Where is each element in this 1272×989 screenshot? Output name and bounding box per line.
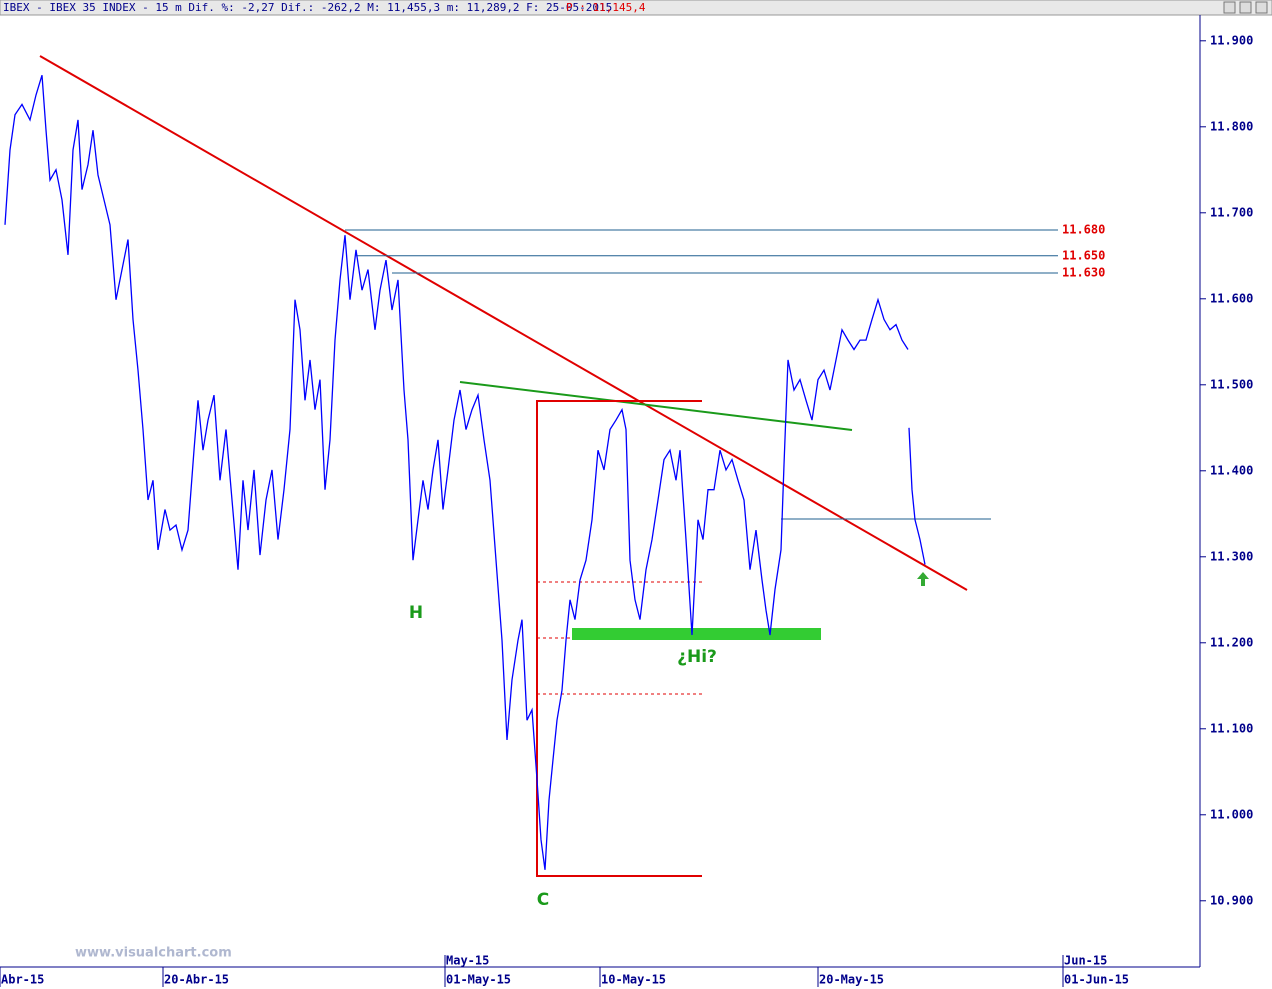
y-tick-label: 11.100 — [1210, 721, 1253, 735]
x-tick-label: 20-Abr-15 — [164, 973, 229, 987]
y-tick-label: 10.900 — [1210, 893, 1253, 907]
month-label: May-15 — [446, 954, 489, 968]
maximize-button[interactable] — [1239, 1, 1252, 14]
month-label: Jun-15 — [1064, 954, 1107, 968]
minimize-button[interactable] — [1223, 1, 1236, 14]
level-label: 11.680 — [1062, 222, 1105, 236]
title-price: P : 11,145,4 — [566, 1, 646, 14]
y-tick-label: 11.300 — [1210, 549, 1253, 563]
title-bar — [0, 0, 1272, 16]
y-tick-label: 11.500 — [1210, 377, 1253, 391]
y-tick-label: 11.600 — [1210, 291, 1253, 305]
y-tick-label: 11.400 — [1210, 463, 1253, 477]
pattern-label: ¿Hi? — [677, 647, 717, 667]
level-label: 11.650 — [1062, 248, 1105, 262]
neckline — [459, 381, 853, 431]
chart-title: IBEX - IBEX 35 INDEX - 15 m Dif. %: -2,2… — [3, 1, 612, 14]
x-tick-label: 20-May-15 — [819, 973, 884, 987]
pattern-label: H — [409, 603, 423, 623]
support-zone — [572, 628, 821, 640]
pattern-label: C — [537, 890, 549, 910]
x-tick-label: 01-Jun-15 — [1064, 973, 1129, 987]
level-label: 11.630 — [1062, 265, 1105, 279]
y-tick-label: 11.000 — [1210, 807, 1253, 821]
watermark: www.visualchart.com — [75, 946, 232, 961]
y-tick-label: 11.900 — [1210, 33, 1253, 47]
y-tick-label: 11.200 — [1210, 635, 1253, 649]
y-tick-label: 11.700 — [1210, 205, 1253, 219]
close-button[interactable] — [1255, 1, 1268, 14]
price-line — [4, 75, 926, 870]
x-tick-label: Abr-15 — [1, 973, 44, 987]
x-tick-label: 01-May-15 — [446, 973, 511, 987]
window-buttons[interactable] — [1223, 1, 1268, 14]
trend-line — [39, 55, 968, 591]
x-tick-label: 10-May-15 — [601, 973, 666, 987]
y-tick-label: 11.800 — [1210, 119, 1253, 133]
up-arrow — [917, 572, 929, 586]
